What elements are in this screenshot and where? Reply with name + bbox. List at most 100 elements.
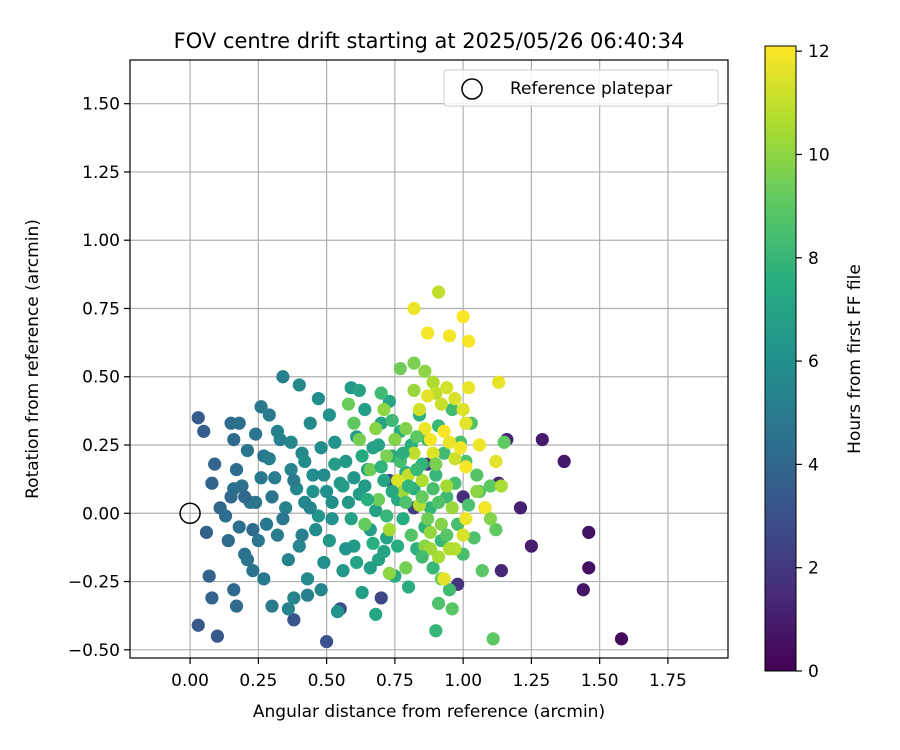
data-point bbox=[262, 452, 276, 466]
data-point bbox=[320, 484, 334, 499]
data-point bbox=[227, 583, 241, 597]
data-point bbox=[377, 473, 391, 488]
data-point bbox=[374, 591, 388, 605]
data-point bbox=[418, 364, 432, 378]
x-tick-label: 0.00 bbox=[171, 671, 209, 691]
data-point bbox=[445, 402, 459, 417]
y-axis-label: Rotation from reference (arcmin) bbox=[23, 219, 43, 499]
data-point bbox=[399, 422, 413, 436]
colorbar-tick-label: 8 bbox=[808, 249, 819, 269]
data-point bbox=[330, 604, 345, 619]
colorbar-tick-label: 10 bbox=[808, 145, 830, 165]
data-point bbox=[421, 326, 435, 340]
data-point bbox=[390, 473, 405, 488]
data-point bbox=[396, 512, 410, 526]
legend-box bbox=[443, 69, 719, 107]
data-point bbox=[254, 471, 268, 485]
data-point bbox=[325, 495, 339, 509]
data-point bbox=[355, 585, 369, 600]
data-point bbox=[418, 422, 432, 436]
data-point bbox=[270, 528, 285, 542]
data-point bbox=[268, 471, 282, 485]
data-point bbox=[347, 471, 361, 485]
data-point bbox=[470, 468, 484, 482]
data-point bbox=[287, 613, 301, 627]
data-point bbox=[478, 501, 492, 515]
data-point bbox=[396, 446, 410, 460]
data-point bbox=[276, 370, 290, 384]
data-point bbox=[429, 624, 443, 638]
data-point bbox=[401, 479, 416, 493]
data-point bbox=[317, 555, 331, 570]
x-tick-label: 0.50 bbox=[308, 671, 346, 691]
data-point bbox=[232, 520, 246, 534]
data-point bbox=[229, 462, 244, 477]
data-point bbox=[407, 383, 421, 398]
data-point bbox=[442, 542, 457, 556]
data-point bbox=[363, 561, 377, 575]
data-point bbox=[426, 446, 440, 460]
data-point bbox=[434, 517, 448, 531]
data-point bbox=[284, 462, 298, 477]
data-point bbox=[279, 501, 293, 515]
x-axis-ticks: 0.00 0.25 0.50 0.75 1.00 1.25 1.50 1.75 bbox=[171, 658, 687, 691]
data-point bbox=[355, 449, 369, 463]
data-point bbox=[461, 498, 476, 512]
data-point bbox=[227, 482, 241, 496]
data-point bbox=[369, 503, 383, 518]
data-point bbox=[325, 512, 339, 526]
data-point bbox=[249, 495, 263, 509]
data-point bbox=[249, 427, 263, 441]
data-point bbox=[614, 632, 629, 646]
data-point bbox=[292, 539, 306, 553]
data-point bbox=[295, 528, 309, 542]
y-tick-label: 1.25 bbox=[82, 163, 120, 183]
data-point bbox=[254, 400, 268, 414]
data-point bbox=[437, 446, 451, 460]
data-point bbox=[382, 523, 397, 537]
data-point bbox=[314, 441, 328, 455]
data-point bbox=[374, 460, 388, 474]
data-point bbox=[431, 285, 446, 299]
data-point bbox=[437, 572, 451, 586]
data-point bbox=[371, 438, 386, 452]
data-point bbox=[492, 375, 506, 389]
colorbar: 0 2 4 6 8 10 12 Hours from first FF file bbox=[764, 42, 865, 682]
data-point bbox=[339, 454, 353, 468]
data-point bbox=[218, 509, 233, 523]
colorbar-tick-label: 2 bbox=[808, 559, 819, 579]
data-point bbox=[347, 416, 361, 430]
data-point bbox=[336, 479, 350, 493]
data-point bbox=[232, 416, 246, 430]
x-tick-label: 0.75 bbox=[376, 671, 414, 691]
data-point bbox=[377, 544, 391, 559]
data-point bbox=[442, 435, 457, 449]
data-point bbox=[300, 588, 315, 602]
data-point bbox=[489, 454, 503, 468]
data-point bbox=[407, 446, 421, 460]
data-point bbox=[453, 441, 468, 455]
data-point bbox=[199, 525, 214, 539]
data-point bbox=[415, 473, 429, 488]
data-point bbox=[257, 572, 271, 586]
data-point bbox=[276, 512, 290, 526]
y-tick-label: 0.00 bbox=[82, 504, 120, 524]
data-point bbox=[415, 550, 429, 564]
data-point bbox=[426, 561, 440, 575]
data-point bbox=[442, 583, 457, 597]
legend-label: Reference platepar bbox=[510, 79, 672, 99]
data-point bbox=[292, 378, 306, 392]
colorbar-tick-label: 0 bbox=[808, 662, 819, 682]
legend-marker bbox=[461, 78, 483, 100]
x-tick-label: 1.50 bbox=[581, 671, 619, 691]
data-point bbox=[208, 457, 222, 471]
data-point bbox=[382, 566, 397, 580]
x-tick-label: 1.75 bbox=[649, 671, 687, 691]
data-point bbox=[191, 411, 205, 425]
data-point bbox=[311, 391, 326, 406]
data-point bbox=[470, 484, 484, 499]
data-point bbox=[483, 512, 498, 526]
data-point bbox=[322, 533, 336, 548]
data-point bbox=[475, 564, 489, 578]
